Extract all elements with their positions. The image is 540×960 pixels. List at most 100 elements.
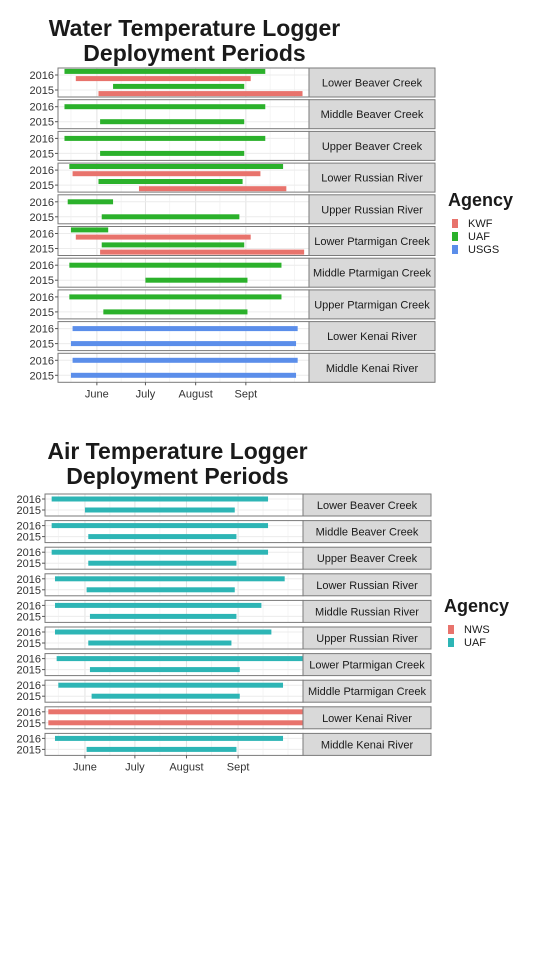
y-tick-label-2016: 2016: [30, 133, 54, 145]
x-tick-label: July: [136, 388, 156, 400]
x-tick-label: June: [73, 761, 97, 773]
bar-uaf-2015: [89, 613, 237, 619]
legend-label: USGS: [468, 243, 500, 256]
bar-usgs-2016: [72, 357, 298, 363]
bar-kwf-2015: [98, 91, 303, 97]
legend-item-usgs: USGS: [448, 243, 513, 256]
legend-label: UAF: [468, 230, 490, 243]
y-tick-label-2015: 2015: [17, 665, 41, 677]
facet-label: Middle Ptarmigan Creek: [313, 268, 431, 280]
panel-background: [58, 353, 309, 383]
bar-uaf-2016: [51, 549, 269, 555]
air-title-line-1: Air Temperature Logger: [47, 438, 308, 464]
y-tick-label-2016: 2016: [17, 574, 41, 586]
facet-strip: [308, 194, 436, 225]
bar-uaf-2015: [103, 309, 248, 315]
bar-uaf-2016: [54, 629, 272, 635]
bar-uaf-2016: [64, 135, 266, 141]
legend-label: KWF: [468, 217, 493, 230]
y-tick-label-2015: 2015: [17, 691, 41, 703]
panel-background: [58, 321, 309, 351]
bar-usgs-2015: [70, 372, 297, 378]
facet-6: 2016 2015 Middle Ptarmigan Creek: [30, 257, 436, 288]
y-tick-label-2015: 2015: [30, 212, 54, 224]
legend-swatch: [452, 219, 458, 228]
x-tick-label: Sept: [227, 761, 250, 773]
facet-strip: [308, 162, 436, 193]
y-tick-label-2015: 2015: [17, 638, 41, 650]
bar-uaf-2016: [58, 682, 284, 688]
bar-uaf-2016: [54, 735, 284, 741]
panel-background: [58, 258, 309, 288]
facet-label: Upper Ptarmigan Creek: [314, 299, 430, 311]
bar-uaf-2016: [69, 294, 282, 300]
y-tick-label-2016: 2016: [30, 292, 54, 304]
facet-label: Middle Kenai River: [321, 739, 414, 751]
bar-uaf-2016: [64, 68, 266, 74]
bar-uaf-2015: [84, 507, 235, 513]
facet-7: 2016 2015 Upper Ptarmigan Creek: [30, 289, 436, 320]
bar-uaf-2015: [101, 214, 240, 220]
facet-label: Upper Beaver Creek: [317, 553, 418, 565]
y-tick-label-2015: 2015: [17, 505, 41, 517]
bar-usgs-2015: [70, 341, 297, 347]
y-tick-label-2015: 2015: [17, 718, 41, 730]
water-legend-title: Agency: [448, 190, 514, 210]
facet-5: 2016 2015 Lower Ptarmigan Creek: [30, 226, 436, 256]
facet-strip: [302, 679, 432, 703]
facet-0: 2016 2015 Lower Beaver Creek: [30, 67, 436, 98]
y-tick-label-2016: 2016: [30, 355, 54, 367]
bar-uaf-2016: [64, 104, 266, 110]
facet-label: Lower Kenai River: [322, 713, 412, 725]
y-tick-label-2016: 2016: [17, 627, 41, 639]
legend-label: UAF: [464, 636, 486, 649]
water-chart-legend: Agency KWF UAF USGS: [448, 190, 513, 256]
legend-swatch: [452, 245, 458, 254]
y-tick-label-2015: 2015: [30, 85, 54, 97]
facet-label: Lower Ptarmigan Creek: [309, 660, 425, 672]
facet-3: 2016 2015 Lower Russian River: [30, 162, 436, 193]
bar-uaf-2015: [88, 534, 237, 540]
facet-label: Lower Russian River: [321, 173, 423, 185]
panel-background: [58, 99, 309, 129]
facet-strip: [308, 67, 436, 98]
y-tick-label-2016: 2016: [30, 229, 54, 241]
legend-item-uaf: UAF: [444, 636, 509, 649]
air-title-line-2: Deployment Periods: [66, 463, 289, 489]
bar-uaf-2015: [100, 119, 245, 125]
facet-strip: [308, 352, 436, 383]
panel-background: [58, 131, 309, 161]
y-tick-label-2016: 2016: [17, 494, 41, 506]
air-chart-title: Air Temperature Logger Deployment Period…: [40, 439, 315, 489]
bar-kwf-2016: [72, 171, 261, 177]
y-tick-label-2015: 2015: [30, 180, 54, 192]
facet-strip: [308, 99, 436, 130]
legend-item-nws: NWS: [444, 623, 509, 636]
bar-uaf-2015: [98, 179, 243, 184]
facet-label: Lower Russian River: [316, 580, 418, 592]
bar-kwf-2016: [75, 234, 251, 240]
facet-label: Middle Beaver Creek: [321, 109, 424, 121]
bar-uaf-2015: [113, 83, 245, 89]
facet-strip: [308, 226, 436, 256]
y-tick-label-2016: 2016: [30, 197, 54, 209]
y-tick-label-2016: 2016: [30, 102, 54, 114]
water-chart-title: Water Temperature Logger Deployment Peri…: [42, 16, 347, 66]
y-tick-label-2015: 2015: [17, 611, 41, 623]
legend-swatch: [448, 625, 454, 634]
bar-uaf-2016: [51, 523, 269, 529]
y-tick-label-2016: 2016: [17, 547, 41, 559]
bar-uaf-2015: [91, 693, 240, 699]
bar-nws-2015: [48, 720, 303, 726]
bar-uaf-2015: [89, 667, 240, 673]
facet-strip: [308, 130, 436, 161]
